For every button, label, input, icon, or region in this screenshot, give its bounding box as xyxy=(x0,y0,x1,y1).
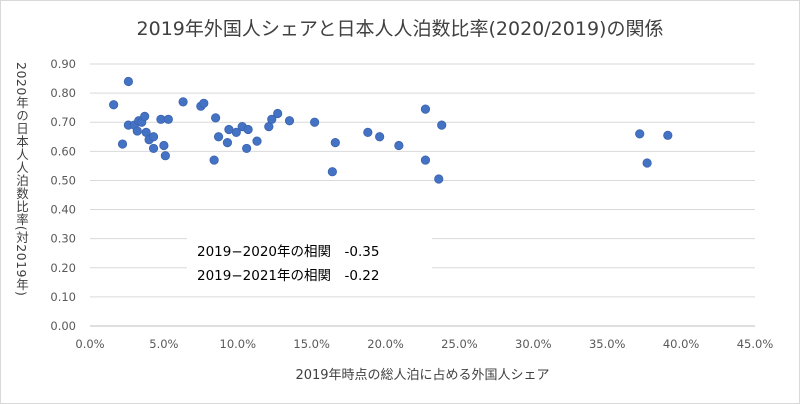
y-tick-label: 0.20 xyxy=(50,261,76,275)
x-tick-label: 45.0% xyxy=(737,337,774,351)
data-points xyxy=(109,76,673,184)
data-point xyxy=(284,116,295,126)
data-point xyxy=(148,143,159,154)
data-point xyxy=(267,114,277,124)
data-point xyxy=(109,100,119,110)
data-point xyxy=(160,151,170,161)
data-point xyxy=(363,127,373,138)
data-point xyxy=(273,108,283,119)
data-point xyxy=(375,132,385,142)
data-point xyxy=(327,167,337,177)
x-axis-ticks: 0.0% 5.0% 10.0% 15.0% 20.0% 25.0% 30.0% 35.0% 40… xyxy=(75,337,773,351)
y-axis-ticks: 0.00 0.10 0.20 0.30 0.40 0.50 0.60 0.70 0.80 0.90 xyxy=(50,57,76,333)
data-point xyxy=(132,126,142,136)
data-point xyxy=(252,136,262,146)
y-tick-label: 0.80 xyxy=(50,86,76,100)
chart-title: 2019年外国人シェアと日本人人泊数比率(2020/2019)の関係 xyxy=(136,18,664,40)
data-point xyxy=(635,129,645,139)
x-tick-label: 35.0% xyxy=(589,337,626,351)
data-point xyxy=(437,120,447,130)
x-tick-label: 15.0% xyxy=(293,337,330,351)
y-tick-label: 0.70 xyxy=(50,115,76,129)
x-tick-label: 20.0% xyxy=(367,337,404,351)
data-point xyxy=(199,98,209,108)
data-point xyxy=(394,140,404,151)
data-point xyxy=(117,139,128,149)
data-point xyxy=(330,138,340,148)
data-point xyxy=(213,132,224,142)
y-tick-label: 0.60 xyxy=(50,144,76,158)
x-tick-label: 40.0% xyxy=(663,337,700,351)
data-point xyxy=(140,111,150,122)
y-axis-label: 2020年の日本人人泊数比率(対2019年) xyxy=(14,62,29,297)
data-point xyxy=(178,97,188,107)
y-tick-label: 0.10 xyxy=(50,290,76,304)
y-tick-label: 0.40 xyxy=(50,203,76,217)
y-tick-label: 0.90 xyxy=(50,57,76,71)
correlation-2019-2020: 2019−2020年の相関 -0.35 xyxy=(197,244,380,260)
data-point xyxy=(222,138,233,148)
x-tick-label: 5.0% xyxy=(149,337,178,351)
x-axis-label: 2019年時点の総人泊に占める外国人シェア xyxy=(295,368,550,383)
x-tick-label: 30.0% xyxy=(515,337,552,351)
correlation-2019-2021: 2019−2021年の相関 -0.22 xyxy=(197,268,380,284)
x-tick-label: 10.0% xyxy=(220,337,257,351)
data-point xyxy=(663,130,673,140)
data-point xyxy=(163,114,173,124)
data-point xyxy=(209,155,219,165)
data-point xyxy=(434,174,444,184)
data-point xyxy=(159,140,169,151)
data-point xyxy=(642,158,652,168)
data-point xyxy=(242,143,252,154)
data-point xyxy=(123,76,134,87)
correlation-annotation-box: 2019−2020年の相関 -0.35 2019−2021年の相関 -0.22 xyxy=(187,232,432,294)
x-tick-label: 0.0% xyxy=(75,337,104,351)
data-point xyxy=(420,104,431,114)
x-tick-label: 25.0% xyxy=(441,337,478,351)
y-tick-label: 0.00 xyxy=(50,319,76,333)
data-point xyxy=(420,155,431,165)
data-point xyxy=(211,113,221,123)
data-point xyxy=(243,124,253,135)
y-tick-label: 0.50 xyxy=(50,173,76,187)
data-point xyxy=(148,132,159,142)
data-point xyxy=(231,127,241,138)
data-point xyxy=(310,117,320,127)
y-tick-label: 0.30 xyxy=(50,232,76,246)
